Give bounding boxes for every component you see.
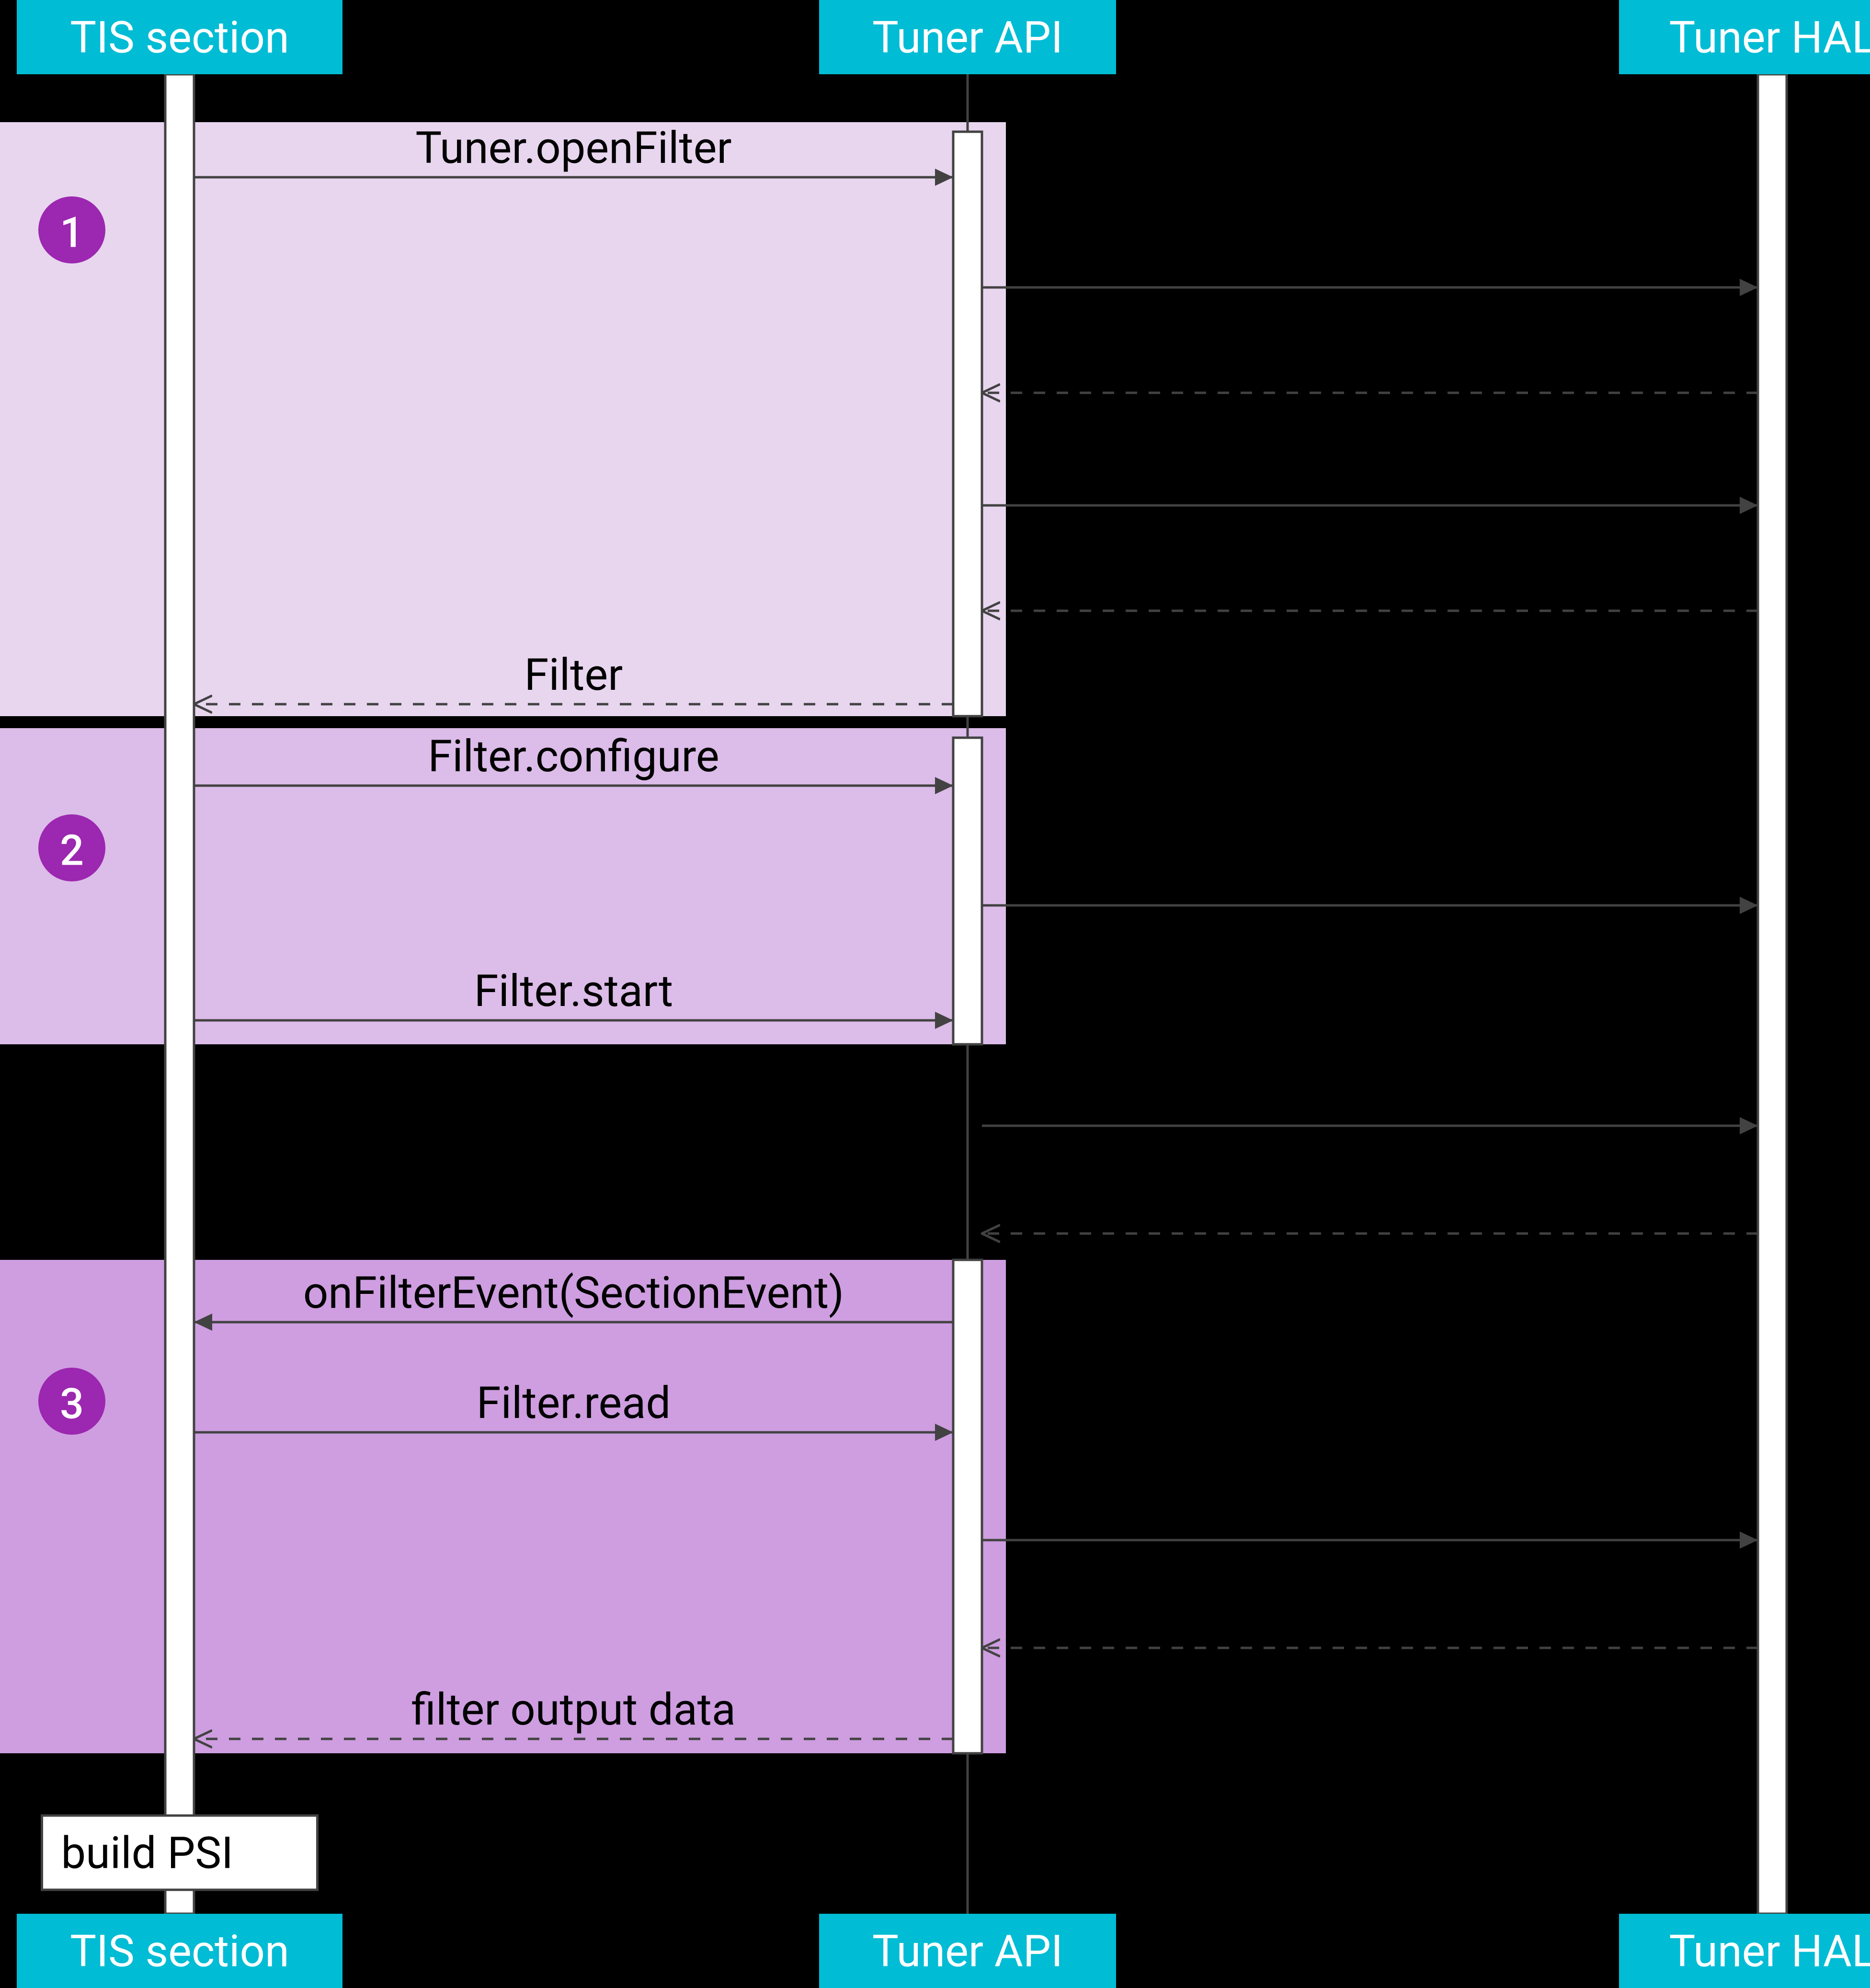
message-label-12: Filter.read xyxy=(477,1378,671,1429)
participant-label-tis-header: TIS section xyxy=(70,12,289,64)
message-label-11: onFilterEvent(SectionEvent) xyxy=(303,1268,844,1319)
phase-badge-2-label: 2 xyxy=(60,826,84,876)
phase-3-region xyxy=(0,1260,1006,1753)
activation-tis-0 xyxy=(165,74,194,1914)
phase-1-region xyxy=(0,122,1006,716)
participant-label-tis-footer: TIS section xyxy=(70,1926,289,1977)
activation-api-1 xyxy=(953,132,982,716)
participant-label-api-footer: Tuner API xyxy=(872,1926,1063,1977)
participant-label-hal-footer: Tuner HAL xyxy=(1669,1926,1870,1977)
activation-hal-4 xyxy=(1758,74,1787,1914)
message-label-6: Filter.configure xyxy=(428,731,719,782)
participant-label-api-header: Tuner API xyxy=(872,12,1063,64)
message-label-5: Filter xyxy=(525,650,623,701)
sequence-diagram: Tuner.openFilter Filter Filter.configure Fi… xyxy=(0,0,1870,1988)
activation-api-2 xyxy=(953,738,982,1044)
note-0-label: build PSI xyxy=(61,1828,234,1879)
phase-badge-3-label: 3 xyxy=(60,1380,84,1429)
message-label-8: Filter.start xyxy=(474,966,673,1017)
phase-badge-1-label: 1 xyxy=(60,208,84,258)
message-label-0: Tuner.openFilter xyxy=(415,123,731,174)
activation-api-3 xyxy=(953,1260,982,1753)
message-label-15: filter output data xyxy=(411,1684,736,1736)
participant-label-hal-header: Tuner HAL xyxy=(1669,12,1870,64)
